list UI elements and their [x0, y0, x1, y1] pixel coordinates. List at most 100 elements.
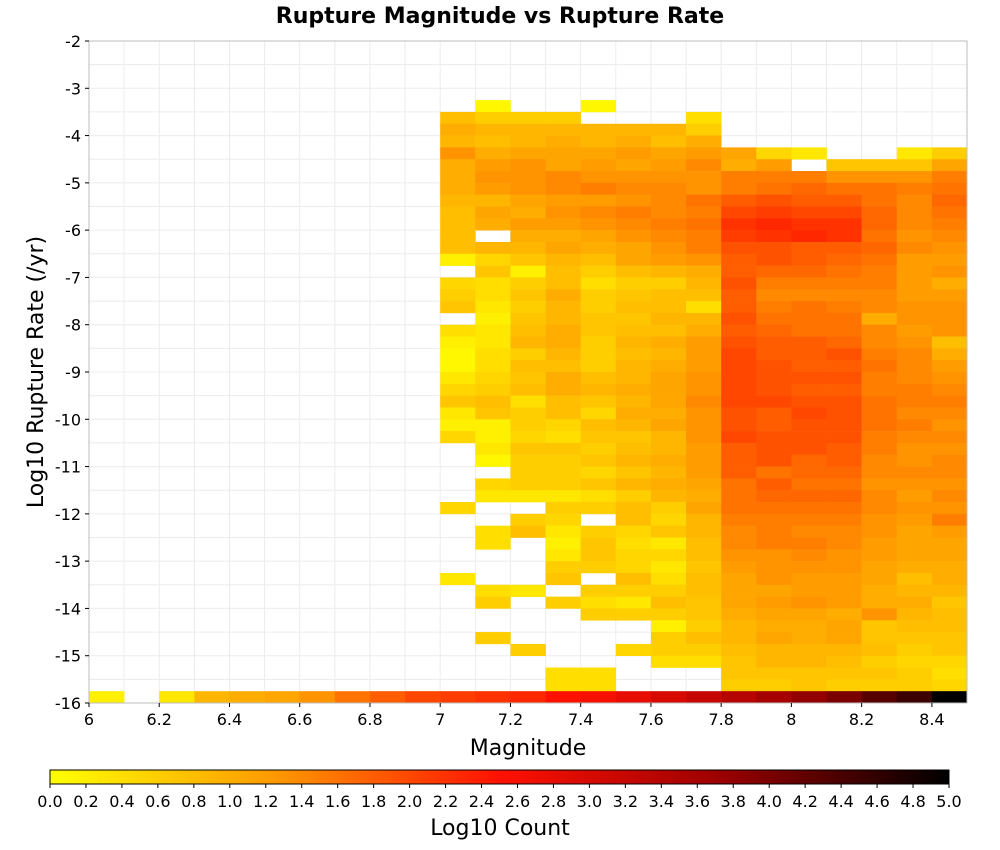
heatmap-cell [826, 596, 862, 609]
heatmap-cell [615, 277, 652, 290]
heatmap-cell [650, 194, 687, 207]
heatmap-cell [896, 478, 933, 491]
heatmap-cell [721, 194, 757, 207]
heatmap-cell [861, 454, 898, 467]
heatmap-cell [721, 466, 757, 479]
heatmap-cell [756, 679, 792, 692]
heatmap-cell [580, 135, 617, 148]
heatmap-cell [510, 253, 546, 266]
heatmap-cell [826, 667, 862, 680]
heatmap-cell [475, 100, 511, 113]
heatmap-cell [931, 478, 968, 491]
heatmap-cell [475, 265, 511, 278]
heatmap-cell [475, 395, 511, 408]
x-tick-label: 6.6 [287, 710, 312, 729]
colorbar-tick-label: 4.4 [828, 792, 853, 811]
heatmap-cell [615, 608, 652, 621]
heatmap-cell [510, 407, 546, 420]
heatmap-cell [896, 419, 933, 432]
heatmap-cell [791, 442, 827, 456]
heatmap-cell [615, 419, 652, 432]
heatmap-cell [545, 123, 581, 136]
heatmap-cell [791, 620, 827, 633]
heatmap-cell [510, 478, 546, 491]
heatmap-cell [861, 596, 898, 609]
heatmap-cell [931, 419, 968, 432]
heatmap-cell [756, 549, 792, 562]
heatmap-cell [545, 431, 581, 444]
heatmap-cell [686, 159, 722, 172]
heatmap-cell [756, 632, 792, 645]
heatmap-cell [650, 159, 687, 172]
heatmap-cell [580, 537, 617, 550]
heatmap-cell [686, 253, 722, 266]
colorbar-tick-label: 4.6 [864, 792, 889, 811]
heatmap-cell [440, 431, 476, 444]
heatmap-cell [615, 241, 652, 255]
heatmap-cell [896, 442, 933, 456]
heatmap-cell [861, 431, 898, 444]
heatmap-cell [756, 336, 792, 349]
heatmap-cell [475, 632, 511, 645]
heatmap-cell [931, 218, 968, 231]
heatmap-cell [650, 206, 687, 219]
heatmap-cell [650, 395, 687, 408]
heatmap-cell [721, 667, 757, 680]
heatmap-cell [440, 194, 476, 207]
heatmap-cell [861, 608, 898, 621]
heatmap-cell [896, 466, 933, 479]
colorbar-tick-label: 5.0 [936, 792, 961, 811]
heatmap-cell [475, 123, 511, 136]
heatmap-cell [545, 572, 581, 586]
heatmap-cell [475, 194, 511, 207]
heatmap-cell [475, 171, 511, 184]
heatmap-cell [615, 253, 652, 266]
heatmap-cell [826, 360, 862, 373]
heatmap-cell [721, 218, 757, 231]
heatmap-cell [791, 632, 827, 645]
heatmap-cell [615, 513, 652, 526]
y-tick-label: -16 [55, 694, 81, 713]
colorbar-tick-label: 3.0 [577, 792, 602, 811]
heatmap-cell [931, 584, 968, 597]
heatmap-cell [931, 691, 968, 704]
heatmap-cell [896, 182, 933, 195]
heatmap-cell [931, 372, 968, 385]
heatmap-cell [931, 253, 968, 266]
heatmap-cell [510, 348, 546, 361]
heatmap-cell [931, 679, 968, 692]
heatmap-cell [791, 572, 827, 586]
heatmap-cell [721, 572, 757, 586]
heatmap-cell [756, 442, 792, 456]
heatmap-cell [510, 301, 546, 314]
heatmap-cell [650, 572, 687, 586]
heatmap-cell [615, 572, 652, 586]
heatmap-cell [475, 241, 511, 255]
heatmap-cell [545, 182, 581, 195]
heatmap-cell [756, 419, 792, 432]
heatmap-cell [686, 691, 722, 704]
heatmap-cell [650, 372, 687, 385]
heatmap-cell [580, 218, 617, 231]
heatmap-cell [896, 632, 933, 645]
heatmap-cell [686, 407, 722, 420]
heatmap-cell [791, 395, 827, 408]
heatmap-cell [580, 383, 617, 396]
x-axis-ticks: 6 6.2 6.4 6.6 6.8 7 7.2 7.4 7.6 7.8 8 8.2 8.4 [84, 703, 945, 729]
heatmap-cell [931, 265, 968, 278]
heatmap-cell [89, 691, 125, 704]
heatmap-cell [650, 277, 687, 290]
heatmap-cell [440, 135, 476, 148]
y-tick-label: -6 [65, 221, 81, 240]
heatmap-cell [721, 537, 757, 550]
heatmap-cell [545, 525, 581, 538]
heatmap-cell [896, 265, 933, 278]
heatmap-cell [686, 490, 722, 503]
heatmap-cell [756, 265, 792, 278]
heatmap-cell [510, 218, 546, 231]
heatmap-cell [756, 372, 792, 385]
heatmap-cell [791, 206, 827, 219]
heatmap-cell [861, 490, 898, 503]
heatmap-cell [545, 230, 581, 243]
x-tick-label: 8 [786, 710, 796, 729]
